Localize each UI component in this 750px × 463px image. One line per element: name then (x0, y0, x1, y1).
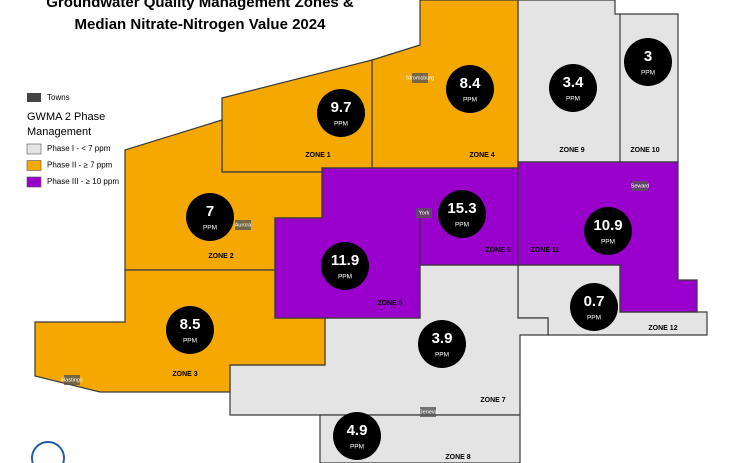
zone-value: 3.4 (563, 74, 585, 91)
zone-value: 10.9 (593, 217, 622, 234)
town-label: Seward (631, 183, 650, 189)
zone-value: 4.9 (347, 422, 368, 439)
zone-label: ZONE 1 (305, 152, 330, 159)
logo (31, 441, 65, 463)
legend: Towns GWMA 2 Phase Management Phase I - … (26, 93, 119, 188)
zone-value: 9.7 (331, 99, 352, 116)
zone-value: 3.9 (432, 330, 453, 347)
value-badge (321, 242, 369, 290)
unit-label: PPM (463, 97, 477, 104)
zone-label: ZONE 5 (485, 247, 510, 254)
unit-label: PPM (641, 70, 655, 77)
zone-value: 15.3 (447, 200, 476, 217)
title-line: Groundwater Quality Management Zones & (46, 0, 354, 11)
legend-label: Phase I - < 7 ppm (47, 144, 111, 153)
value-badge (333, 412, 381, 460)
town-shape (632, 181, 648, 191)
value-badge (446, 65, 494, 113)
unit-label: PPM (334, 121, 348, 128)
value-badge (570, 283, 618, 331)
zone-value: 0.7 (584, 293, 605, 310)
town-label: Aurora (235, 222, 252, 228)
unit-label: PPM (203, 225, 217, 232)
zone-label: ZONE 8 (445, 454, 470, 461)
unit-label: PPM (183, 338, 197, 345)
towns-swatch (27, 93, 41, 102)
unit-label: PPM (338, 274, 352, 281)
unit-label: PPM (566, 96, 580, 103)
zone-label: ZONE 12 (648, 325, 677, 332)
legend-swatch (26, 160, 42, 171)
zone-label: ZONE 11 (531, 247, 560, 254)
town-label: York (419, 210, 430, 216)
legend-heading: GWMA 2 Phase (27, 111, 105, 123)
value-badge (549, 64, 597, 112)
town-shape (412, 73, 428, 83)
zone-label: ZONE 2 (208, 253, 233, 260)
zone-value: 8.4 (460, 75, 482, 92)
unit-label: PPM (601, 239, 615, 246)
legend-label: Phase II - ≥ 7 ppm (47, 161, 113, 170)
town-label: Stromsburg (406, 75, 434, 81)
zone-label: ZONE 9 (559, 147, 584, 154)
town-shape (420, 407, 436, 417)
value-badge (317, 89, 365, 137)
legend-label: Phase III - ≥ 10 ppm (47, 177, 119, 186)
value-badge (418, 320, 466, 368)
zone-label: ZONE 4 (469, 152, 494, 159)
zone-value: 3 (644, 48, 652, 65)
unit-label: PPM (587, 315, 601, 322)
legend-swatch (26, 143, 42, 155)
zone-label: ZONE 6 (377, 300, 402, 307)
legend-label: Towns (47, 93, 70, 102)
zone-label: ZONE 7 (480, 397, 505, 404)
title-line: Median Nitrate-Nitrogen Value 2024 (75, 16, 327, 33)
town-shape (416, 208, 432, 218)
value-badge (438, 190, 486, 238)
unit-label: PPM (350, 444, 364, 451)
legend-heading: Management (27, 126, 91, 138)
town-shape (64, 375, 80, 385)
zone-value: 8.5 (180, 316, 201, 333)
unit-label: PPM (435, 352, 449, 359)
zone-value: 11.9 (331, 252, 359, 269)
value-badge (624, 38, 672, 86)
value-badge (166, 306, 214, 354)
town-shape (235, 220, 251, 230)
zone-label: ZONE 10 (630, 147, 659, 154)
town-label: Geneva (418, 409, 438, 415)
town-label: Hastings (61, 377, 83, 383)
unit-label: PPM (455, 222, 469, 229)
zone-value: 7 (206, 203, 214, 220)
value-badge (584, 207, 632, 255)
legend-swatch (26, 176, 42, 188)
value-badge (186, 193, 234, 241)
zone-label: ZONE 3 (172, 371, 197, 378)
